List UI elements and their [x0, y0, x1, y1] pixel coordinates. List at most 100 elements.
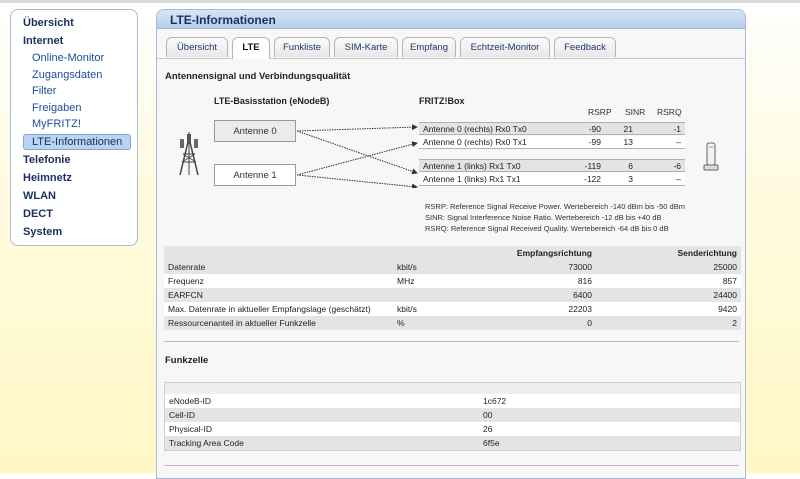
cell-value: 6f5e	[483, 438, 500, 448]
row-recv: 22203	[568, 304, 592, 314]
signal-row-rsrq: -1	[673, 124, 681, 134]
antenna-1-box: Antenne 1	[214, 164, 296, 186]
legend-sinr: SINR: Signal Interference Noise Ratio. W…	[425, 213, 662, 222]
tab-feedback[interactable]: Feedback	[554, 37, 616, 57]
row-recv: 816	[577, 276, 592, 286]
tab-uebersicht[interactable]: Übersicht	[166, 37, 228, 57]
row-send: 24400	[713, 290, 737, 300]
funkzelle-table: eNodeB-ID 1c672 Cell-ID 00 Physical-ID 2…	[164, 382, 741, 451]
tab-echtzeit-monitor[interactable]: Echtzeit-Monitor	[460, 37, 550, 57]
nav-lte-informationen[interactable]: LTE-Informationen	[23, 133, 131, 150]
table-row: Max. Datenrate in aktueller Empfangslage…	[164, 302, 741, 316]
signal-row-rsrq: –	[676, 174, 681, 184]
signal-row-rsrp: -90	[588, 124, 601, 134]
row-label: Datenrate	[168, 262, 206, 272]
cell-value: 26	[483, 424, 493, 434]
row-unit: %	[397, 318, 405, 328]
nav-dect[interactable]: DECT	[23, 207, 53, 220]
row-label: Frequenz	[168, 276, 204, 286]
row-send: 9420	[718, 304, 737, 314]
row-unit: kbit/s	[397, 304, 417, 314]
main-panel: LTE-Informationen Übersicht LTE Funklist…	[156, 9, 746, 479]
nav-system[interactable]: System	[23, 225, 63, 238]
cell-tower-icon	[179, 132, 199, 176]
fritzbox-router-icon	[703, 142, 719, 171]
cell-value: 1c672	[483, 396, 507, 406]
top-border	[0, 0, 800, 3]
funkzelle-title: Funkzelle	[165, 355, 209, 366]
table-row: EARFCN 6400 24400	[164, 288, 741, 302]
signal-row-name: Antenne 0 (rechts) Rx0 Tx0	[423, 124, 527, 134]
head-recv: Empfangsrichtung	[516, 248, 592, 258]
table-row: eNodeB-ID 1c672	[165, 394, 740, 408]
row-label: Ressourcenanteil in aktueller Funkzelle	[168, 318, 316, 328]
fritzbox-label: FRITZ!Box	[419, 96, 465, 106]
nav-filter[interactable]: Filter	[32, 85, 57, 97]
signal-section-title: Antennensignal und Verbindungsqualität	[165, 71, 351, 82]
signal-row-sinr: 21	[623, 124, 633, 134]
row-label: Max. Datenrate in aktueller Empfangslage…	[168, 304, 371, 314]
signal-row-name: Antenne 1 (links) Rx1 Tx0	[423, 161, 521, 171]
nav-uebersicht[interactable]: Übersicht	[23, 17, 74, 29]
signal-row-sinr: 13	[623, 137, 633, 147]
table-header: Empfangsrichtung Senderichtung	[164, 246, 741, 260]
legend-rsrq: RSRQ: Reference Signal Received Quality.…	[425, 224, 669, 233]
legend-rsrp: RSRP: Reference Signal Receive Power. We…	[425, 202, 685, 211]
nav-telefonie[interactable]: Telefonie	[23, 153, 71, 166]
section-divider	[164, 465, 739, 466]
col-sinr: SINR	[625, 107, 646, 117]
tab-empfang[interactable]: Empfang	[402, 37, 456, 57]
page-title: LTE-Informationen	[157, 10, 745, 29]
signal-row-rsrq: -6	[673, 161, 681, 171]
signal-row-rsrp: -122	[583, 174, 601, 184]
tab-sim-karte[interactable]: SIM-Karte	[334, 37, 398, 57]
row-recv: 6400	[573, 290, 592, 300]
signal-row-sinr: 3	[628, 174, 633, 184]
row-unit: kbit/s	[397, 262, 417, 272]
funkzelle-header	[165, 383, 740, 394]
cell-label: Tracking Area Code	[169, 438, 244, 448]
data-table: Empfangsrichtung Senderichtung Datenrate…	[164, 246, 741, 330]
signal-row-rsrp: -99	[588, 137, 601, 147]
nav-wlan[interactable]: WLAN	[23, 189, 56, 202]
cell-label: Physical-ID	[169, 424, 212, 434]
section-divider	[164, 341, 739, 342]
nav-zugangsdaten[interactable]: Zugangsdaten	[32, 68, 103, 81]
table-row: Datenrate kbit/s 73000 25000	[164, 260, 741, 274]
row-send: 2	[732, 318, 737, 328]
table-row: Frequenz MHz 816 857	[164, 274, 741, 288]
table-row: Ressourcenanteil in aktueller Funkzelle …	[164, 316, 741, 330]
signal-row: Antenne 1 (links) Rx1 Tx0 -119 6 -6	[419, 159, 685, 172]
tab-funkliste[interactable]: Funkliste	[274, 37, 330, 57]
antenna-0-box: Antenne 0	[214, 120, 296, 142]
nav-internet[interactable]: Internet	[23, 35, 64, 47]
antenna-connection-lines	[297, 124, 418, 188]
signal-row: Antenne 0 (rechts) Rx0 Tx1 -99 13 –	[419, 136, 685, 149]
row-recv: 73000	[568, 262, 592, 272]
nav-freigaben[interactable]: Freigaben	[32, 101, 82, 114]
signal-row: Antenne 0 (rechts) Rx0 Tx0 -90 21 -1	[419, 122, 685, 135]
tab-lte[interactable]: LTE	[232, 37, 270, 59]
nav-myfritz[interactable]: MyFRITZ!	[32, 118, 81, 130]
table-row: Tracking Area Code 6f5e	[165, 436, 740, 450]
sidebar-nav: Übersicht Internet Online-Monitor Zugang…	[10, 9, 138, 246]
cell-value: 00	[483, 410, 493, 420]
signal-row-sinr: 6	[628, 161, 633, 171]
nav-heimnetz[interactable]: Heimnetz	[23, 171, 72, 184]
tab-bar-line	[157, 58, 745, 59]
cell-label: Cell-ID	[169, 410, 195, 420]
base-station-label: LTE-Basisstation (eNodeB)	[214, 96, 330, 106]
col-rsrq: RSRQ	[657, 107, 682, 117]
table-row: Cell-ID 00	[165, 408, 740, 422]
table-row: Physical-ID 26	[165, 422, 740, 436]
nav-online-monitor[interactable]: Online-Monitor	[32, 52, 105, 64]
signal-row: Antenne 1 (links) Rx1 Tx1 -122 3 –	[419, 173, 685, 186]
head-send: Senderichtung	[677, 248, 737, 258]
row-recv: 0	[587, 318, 592, 328]
col-rsrp: RSRP	[588, 107, 612, 117]
row-unit: MHz	[397, 276, 415, 286]
cell-label: eNodeB-ID	[169, 396, 212, 406]
signal-row-name: Antenne 1 (links) Rx1 Tx1	[423, 174, 521, 184]
signal-row-name: Antenne 0 (rechts) Rx0 Tx1	[423, 137, 527, 147]
signal-row-rsrq: –	[676, 137, 681, 147]
